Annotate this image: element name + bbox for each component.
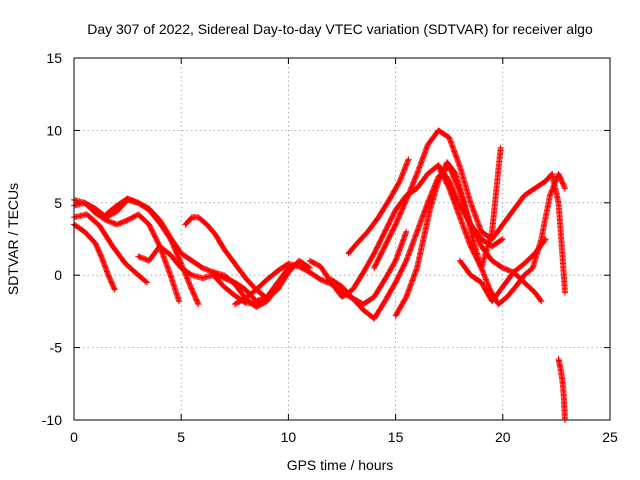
data-point xyxy=(400,169,407,176)
series-arc-17 xyxy=(542,170,568,296)
data-point xyxy=(405,156,412,163)
series-arc-7 xyxy=(182,214,313,302)
data-point xyxy=(404,158,411,165)
data-point xyxy=(538,298,545,305)
chart-title: Day 307 of 2022, Sidereal Day-to-day VTE… xyxy=(87,21,593,37)
data-point xyxy=(413,172,420,179)
data-point xyxy=(548,187,555,194)
y-tick-label: 15 xyxy=(46,50,62,66)
data-points xyxy=(71,127,568,423)
series-arc-1 xyxy=(71,221,118,293)
data-point xyxy=(546,192,553,199)
data-point xyxy=(403,161,410,168)
data-point xyxy=(143,279,150,286)
data-point xyxy=(480,270,487,277)
data-point xyxy=(398,172,405,179)
series-arc-5 xyxy=(103,195,270,305)
data-point xyxy=(483,279,490,286)
series-arc-16 xyxy=(456,236,549,305)
data-point xyxy=(435,178,442,185)
data-point xyxy=(547,191,554,198)
series-arc-12 xyxy=(345,156,412,257)
data-point xyxy=(402,164,409,171)
data-point xyxy=(479,268,486,275)
data-point xyxy=(479,267,486,274)
y-tick-label: -5 xyxy=(50,340,63,356)
data-point xyxy=(398,174,405,181)
data-point xyxy=(481,272,488,279)
x-tick-label: 10 xyxy=(281,429,297,445)
data-point xyxy=(497,144,504,151)
x-tick-label: 0 xyxy=(70,429,78,445)
data-point xyxy=(537,297,544,304)
data-point xyxy=(481,273,488,280)
series-arc-11 xyxy=(328,163,545,322)
axis-ticks: 0 5 10 15 20 25 -10 -5 0 5 10 15 xyxy=(42,50,618,445)
data-point xyxy=(561,184,568,191)
x-tick-label: 15 xyxy=(388,429,404,445)
data-point xyxy=(195,301,202,308)
data-point xyxy=(542,236,549,242)
x-tick-label: 25 xyxy=(602,429,618,445)
data-point xyxy=(441,164,448,171)
x-tick-label: 20 xyxy=(495,429,511,445)
data-point xyxy=(404,157,411,164)
series-arc-18 xyxy=(555,356,568,423)
y-tick-label: 5 xyxy=(54,195,62,211)
data-point xyxy=(436,176,443,183)
data-point xyxy=(111,285,118,292)
data-point xyxy=(400,167,407,174)
data-point xyxy=(285,269,292,276)
data-point xyxy=(396,178,403,185)
data-point xyxy=(561,289,568,296)
data-point xyxy=(541,237,548,244)
x-axis-label: GPS time / hours xyxy=(287,457,394,473)
data-point xyxy=(548,188,555,195)
y-axis-label: SDTVAR / TECUs xyxy=(5,183,21,295)
x-tick-label: 5 xyxy=(177,429,185,445)
data-point xyxy=(403,160,410,167)
data-point xyxy=(194,299,201,306)
y-tick-label: 0 xyxy=(54,267,62,283)
data-point xyxy=(399,170,406,177)
data-point xyxy=(401,165,408,172)
data-point xyxy=(547,190,554,197)
data-point xyxy=(284,270,291,277)
series-arc-2 xyxy=(71,211,150,286)
data-point xyxy=(498,236,505,243)
data-point xyxy=(480,271,487,278)
data-point xyxy=(561,185,568,192)
plot-frame xyxy=(73,57,611,421)
data-point xyxy=(483,277,490,284)
data-point xyxy=(482,275,489,282)
data-point xyxy=(397,175,404,182)
data-point xyxy=(111,286,118,293)
data-point xyxy=(403,228,410,235)
data-point xyxy=(484,280,491,287)
data-point xyxy=(142,278,149,285)
data-point xyxy=(499,236,506,242)
data-point xyxy=(482,276,489,283)
data-point xyxy=(176,298,183,305)
data-point xyxy=(397,176,404,183)
y-tick-label: 10 xyxy=(46,122,62,138)
data-point xyxy=(399,171,406,178)
y-tick-label: -10 xyxy=(42,412,62,428)
series-arc-14 xyxy=(392,159,568,319)
data-point xyxy=(401,166,408,173)
series-arc-15 xyxy=(435,144,504,271)
data-point xyxy=(485,282,492,289)
data-point xyxy=(484,281,491,288)
data-point xyxy=(402,162,409,169)
